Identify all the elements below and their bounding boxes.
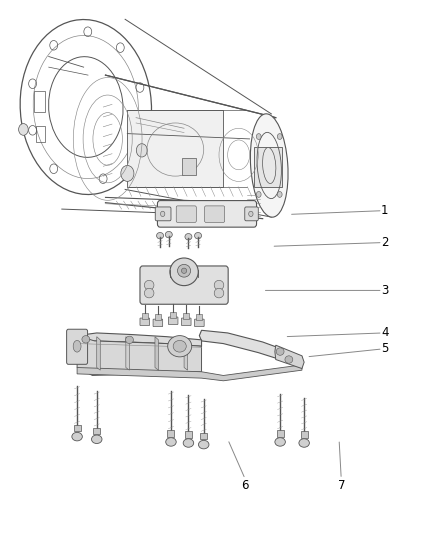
Text: 7: 7: [338, 479, 345, 492]
Ellipse shape: [72, 432, 82, 441]
Polygon shape: [76, 333, 201, 346]
Ellipse shape: [145, 280, 154, 290]
Text: 6: 6: [241, 479, 249, 492]
Polygon shape: [126, 337, 129, 370]
Ellipse shape: [177, 213, 182, 217]
Ellipse shape: [181, 268, 187, 273]
Ellipse shape: [214, 288, 224, 298]
FancyBboxPatch shape: [127, 110, 223, 187]
Ellipse shape: [194, 232, 201, 239]
FancyBboxPatch shape: [277, 430, 284, 437]
Ellipse shape: [156, 232, 163, 239]
Ellipse shape: [177, 264, 191, 277]
FancyBboxPatch shape: [245, 207, 258, 221]
FancyBboxPatch shape: [185, 431, 192, 438]
Text: 1: 1: [381, 204, 389, 217]
Polygon shape: [77, 336, 201, 375]
FancyBboxPatch shape: [200, 433, 207, 439]
FancyBboxPatch shape: [153, 319, 162, 327]
Ellipse shape: [183, 439, 194, 447]
Ellipse shape: [277, 191, 282, 197]
FancyBboxPatch shape: [167, 430, 174, 437]
Ellipse shape: [214, 280, 224, 290]
Ellipse shape: [185, 233, 192, 240]
Ellipse shape: [165, 231, 172, 238]
FancyBboxPatch shape: [140, 318, 150, 326]
Ellipse shape: [276, 348, 284, 356]
Ellipse shape: [82, 336, 90, 343]
Polygon shape: [155, 337, 159, 370]
Ellipse shape: [256, 134, 261, 140]
Ellipse shape: [121, 165, 134, 181]
Ellipse shape: [73, 341, 81, 352]
FancyBboxPatch shape: [181, 318, 191, 326]
FancyBboxPatch shape: [182, 158, 196, 175]
Ellipse shape: [256, 191, 261, 197]
Ellipse shape: [277, 134, 282, 140]
Ellipse shape: [126, 336, 134, 344]
Ellipse shape: [155, 212, 160, 216]
FancyBboxPatch shape: [170, 312, 176, 318]
Ellipse shape: [160, 211, 165, 216]
FancyBboxPatch shape: [157, 200, 257, 227]
Text: 2: 2: [381, 236, 389, 249]
FancyBboxPatch shape: [254, 147, 283, 187]
Text: 3: 3: [381, 284, 389, 297]
FancyBboxPatch shape: [183, 313, 189, 319]
Polygon shape: [184, 337, 187, 370]
Ellipse shape: [198, 440, 209, 449]
Ellipse shape: [249, 211, 253, 216]
Ellipse shape: [136, 144, 147, 157]
Ellipse shape: [173, 341, 186, 352]
FancyBboxPatch shape: [155, 314, 161, 320]
FancyBboxPatch shape: [67, 329, 88, 365]
FancyBboxPatch shape: [140, 266, 228, 304]
Ellipse shape: [170, 258, 198, 286]
Ellipse shape: [168, 336, 192, 357]
FancyBboxPatch shape: [205, 206, 225, 222]
FancyBboxPatch shape: [196, 314, 202, 320]
Ellipse shape: [299, 439, 309, 447]
FancyBboxPatch shape: [176, 206, 196, 222]
Ellipse shape: [275, 438, 286, 446]
Ellipse shape: [251, 114, 288, 217]
Ellipse shape: [262, 148, 276, 183]
Ellipse shape: [18, 124, 28, 135]
FancyBboxPatch shape: [194, 319, 204, 327]
FancyBboxPatch shape: [142, 313, 148, 319]
Polygon shape: [77, 365, 302, 381]
Polygon shape: [199, 330, 302, 364]
FancyBboxPatch shape: [155, 207, 171, 221]
Ellipse shape: [92, 435, 102, 443]
Text: 5: 5: [381, 342, 389, 356]
Polygon shape: [97, 337, 100, 370]
FancyBboxPatch shape: [93, 427, 100, 434]
Ellipse shape: [166, 438, 176, 446]
FancyBboxPatch shape: [74, 425, 81, 431]
Text: 4: 4: [381, 326, 389, 340]
FancyBboxPatch shape: [168, 317, 178, 325]
Polygon shape: [275, 345, 304, 368]
Ellipse shape: [285, 356, 293, 364]
FancyBboxPatch shape: [300, 431, 307, 438]
Ellipse shape: [145, 288, 154, 298]
